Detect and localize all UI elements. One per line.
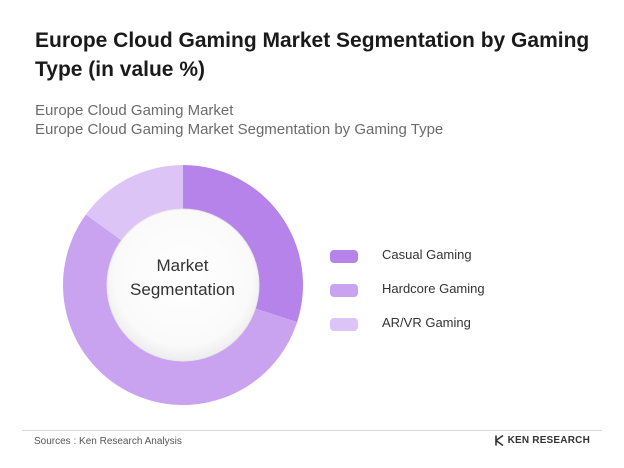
donut-center-circle xyxy=(106,208,260,362)
center-label-line-2: Segmentation xyxy=(130,280,235,299)
legend-swatch-hardcore xyxy=(330,284,358,297)
chart-subtitle-market: Europe Cloud Gaming Market xyxy=(35,102,234,119)
chart-subtitle-segmentation: Europe Cloud Gaming Market Segmentation … xyxy=(35,121,444,138)
source-note: Sources : Ken Research Analysis xyxy=(34,436,182,447)
legend-label-arvr: AR/VR Gaming xyxy=(382,315,471,330)
center-label-line-1: Market xyxy=(156,256,209,275)
legend-label-hardcore: Hardcore Gaming xyxy=(382,281,485,296)
chart-title: Europe Cloud Gaming Market Segmentation … xyxy=(35,29,590,81)
ken-research-logo-icon xyxy=(494,435,504,446)
legend-swatch-casual xyxy=(330,250,358,263)
footer-divider xyxy=(22,430,602,431)
legend-swatch-arvr xyxy=(330,318,358,331)
ken-research-logo-text: KEN RESEARCH xyxy=(507,435,590,446)
donut-center-label: Market Segmentation xyxy=(105,254,260,302)
legend-label-casual: Casual Gaming xyxy=(382,247,472,262)
donut-chart xyxy=(63,165,304,406)
ken-research-logo: KEN RESEARCH xyxy=(494,435,590,446)
